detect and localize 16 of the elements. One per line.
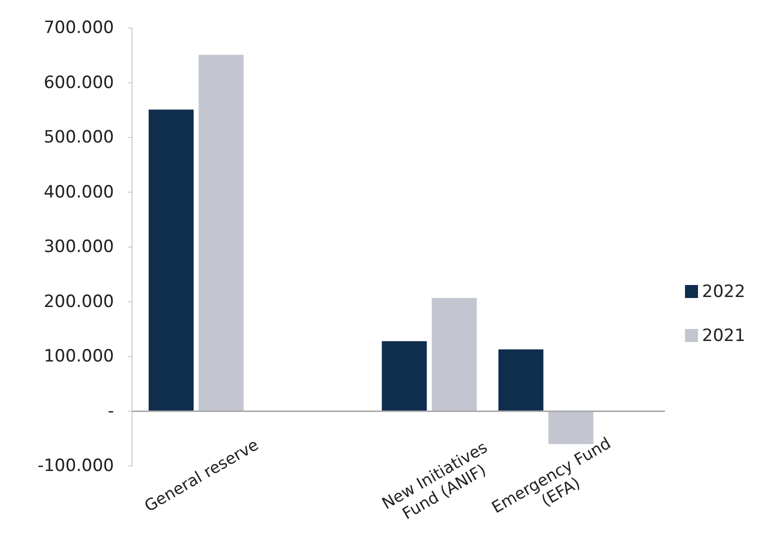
- y-tick-label: 500.000: [44, 128, 114, 148]
- y-tick-label: 300.000: [44, 237, 114, 257]
- bar: [432, 298, 477, 412]
- y-tick-label: 200.000: [44, 292, 114, 312]
- bar: [148, 110, 194, 412]
- y-tick-label: 600.000: [44, 72, 114, 93]
- y-tick-label: 700.000: [44, 18, 114, 38]
- legend-label: 2021: [702, 326, 746, 346]
- y-tick-label: 400.000: [44, 182, 114, 202]
- bar: [382, 341, 427, 412]
- legend-label: 2022: [702, 282, 746, 302]
- y-tick-label: -: [108, 401, 114, 422]
- bar: [198, 54, 244, 412]
- y-tick-label: -100.000: [38, 456, 114, 476]
- bar: [498, 349, 544, 412]
- y-tick-label: 100.000: [44, 346, 114, 366]
